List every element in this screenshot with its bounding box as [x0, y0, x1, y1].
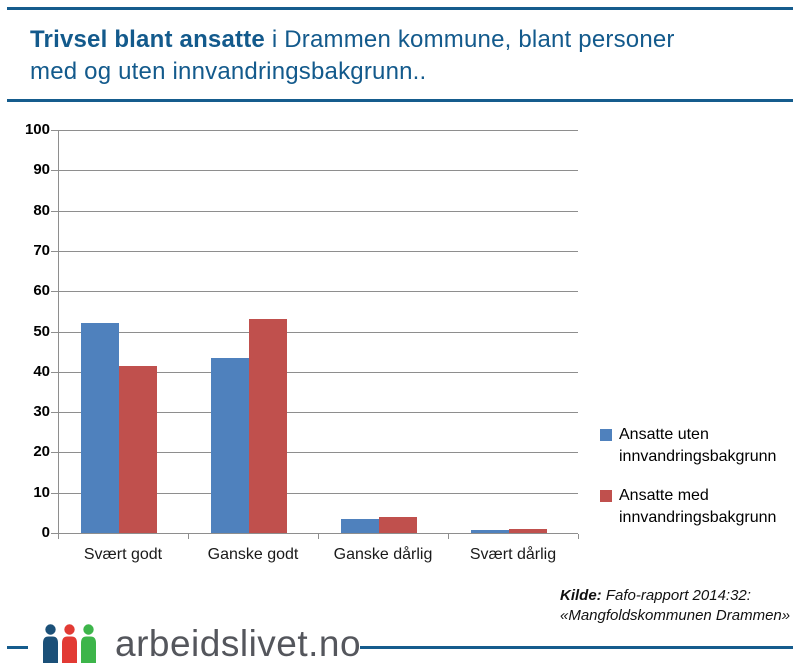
legend-label: Ansatte uten innvandringsbakgrunn — [619, 426, 777, 465]
x-tick-mark — [448, 534, 449, 539]
source-text-line1: Fafo-rapport 2014:32: — [601, 587, 751, 604]
bar-chart: 0 10 20 30 40 50 60 70 80 90 100 Svært godt Ganske … — [0, 122, 800, 580]
legend-swatch-blue — [600, 429, 612, 441]
gridline-100 — [58, 130, 578, 131]
x-tick-mark — [318, 534, 319, 539]
y-tick-mark — [51, 492, 58, 494]
people-icons — [42, 624, 99, 663]
x-category-label: Ganske dårlig — [333, 546, 433, 563]
x-category-label: Svært dårlig — [469, 546, 557, 563]
source-citation: Kilde: Fafo-rapport 2014:32: «Mangfoldsk… — [560, 586, 795, 626]
y-tick-mark — [51, 170, 58, 172]
gridline-30 — [58, 412, 578, 414]
chart-title-rest: i Drammen kommune, blant personer — [264, 26, 675, 53]
title-divider — [7, 99, 793, 102]
y-tick-label: 40 — [33, 362, 50, 380]
gridline-60 — [58, 291, 578, 293]
y-tick-label: 100 — [24, 121, 50, 138]
y-tick-label: 0 — [41, 524, 50, 541]
legend-swatch-red — [600, 490, 612, 502]
y-tick-mark — [51, 130, 58, 131]
gridline-50 — [58, 331, 578, 333]
bar-uten — [471, 529, 509, 533]
x-tick-mark — [58, 534, 59, 539]
y-tick-mark — [51, 250, 58, 252]
gridline-70 — [58, 250, 578, 252]
y-tick-label: 70 — [33, 241, 50, 259]
gridline-40 — [58, 371, 578, 373]
site-logo: arbeidslivet.no — [28, 615, 362, 672]
x-tick-mark — [578, 534, 579, 539]
legend-item-uten: Ansatte uten innvandringsbakgrunn — [600, 424, 792, 468]
gridline-90 — [58, 170, 578, 172]
bar-uten — [211, 357, 249, 533]
gridline-10 — [58, 492, 578, 494]
y-tick-label: 80 — [33, 201, 50, 219]
chart-title: Trivsel blant ansatte i Drammen kommune,… — [30, 24, 775, 88]
bar-uten — [341, 518, 379, 533]
source-label: Kilde: — [560, 587, 602, 604]
y-tick-mark — [51, 331, 58, 333]
y-tick-label: 10 — [33, 483, 50, 501]
x-category-label: Svært godt — [83, 546, 163, 563]
bar-med — [509, 528, 547, 533]
plot-area — [58, 130, 578, 534]
x-tick-mark — [188, 534, 189, 539]
gridline-80 — [58, 210, 578, 212]
y-tick-mark — [51, 452, 58, 454]
x-category-label: Ganske godt — [207, 546, 299, 563]
x-axis-line — [58, 533, 578, 534]
y-tick-mark — [51, 210, 58, 212]
bar-med — [249, 319, 287, 533]
bar-med — [119, 365, 157, 533]
bar-med — [379, 516, 417, 533]
chart-title-line2: med og uten innvandringsbakgrunn.. — [30, 58, 427, 85]
y-tick-label: 50 — [33, 322, 50, 340]
y-tick-mark — [51, 533, 58, 534]
legend-label: Ansatte med innvandringsbakgrunn — [619, 487, 777, 526]
y-tick-mark — [51, 412, 58, 414]
person-icon-blue — [43, 624, 58, 663]
bar-uten — [81, 323, 119, 533]
y-tick-label: 30 — [33, 403, 50, 421]
top-divider — [7, 7, 793, 10]
y-tick-mark — [51, 291, 58, 293]
footer-divider — [7, 646, 793, 649]
chart-legend: Ansatte uten innvandringsbakgrunn Ansatt… — [600, 424, 792, 546]
y-tick-label: 90 — [33, 161, 50, 179]
source-text-line2: «Mangfoldskommunen Drammen» — [560, 607, 791, 624]
legend-item-med: Ansatte med innvandringsbakgrunn — [600, 485, 792, 529]
gridline-20 — [58, 452, 578, 454]
chart-title-bold: Trivsel blant ansatte — [30, 26, 265, 53]
logo-text: arbeidslivet.no — [115, 623, 362, 664]
y-tick-label: 60 — [33, 282, 50, 300]
y-tick-label: 20 — [33, 443, 50, 461]
person-icon-red — [62, 624, 77, 663]
person-icon-green — [81, 624, 96, 663]
y-tick-mark — [51, 371, 58, 373]
